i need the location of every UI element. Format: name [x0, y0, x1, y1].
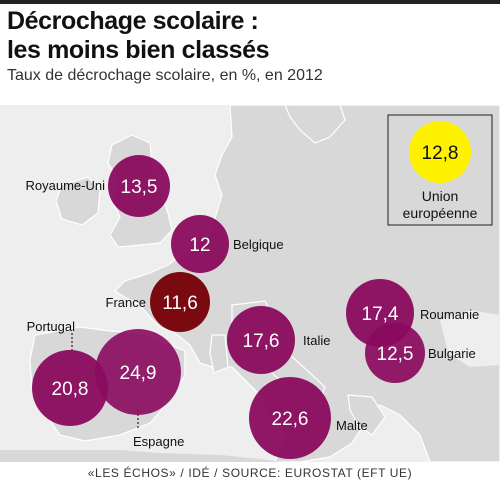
label-bulgarie: Bulgarie: [428, 346, 476, 361]
label-italie: Italie: [303, 333, 330, 348]
label-roumanie: Roumanie: [420, 307, 479, 322]
value-royaume-uni: 13,5: [121, 177, 158, 198]
label-portugal: Portugal: [27, 319, 76, 334]
label-malte: Malte: [336, 418, 368, 433]
label-espagne: Espagne: [133, 434, 184, 449]
map: 12,8 Union européenne 13,5 Royaume-Uni 1…: [0, 104, 500, 463]
subtitle: Taux de décrochage scolaire, en %, en 20…: [7, 67, 323, 84]
page-title: Décrochage scolaire : les moins bien cla…: [7, 7, 270, 65]
footer-source: SOURCE: EUROSTAT (EFT UE): [222, 466, 413, 480]
footer-publication: «LES ÉCHOS»: [87, 466, 177, 480]
bubble-italie: 17,6: [227, 306, 295, 374]
bubble-portugal: 20,8: [32, 350, 108, 426]
value-portugal: 20,8: [52, 379, 89, 400]
value-roumanie: 17,4: [362, 304, 399, 325]
title-line-2: les moins bien classés: [7, 36, 270, 64]
footer-author: IDÉ: [188, 466, 211, 480]
value-malte: 22,6: [272, 409, 309, 430]
source-footer: «LES ÉCHOS» / IDÉ / SOURCE: EUROSTAT (EFT UE…: [87, 466, 413, 480]
label-france: France: [106, 295, 146, 310]
sardinia-land: [209, 334, 229, 374]
value-belgique: 12: [189, 235, 210, 256]
title-line-1: Décrochage scolaire :: [7, 7, 259, 35]
bubble-belgique: 12: [171, 215, 229, 273]
top-rule: [0, 0, 500, 4]
eu-label-line-1: Union: [422, 188, 459, 204]
greece-land: [347, 394, 386, 436]
black-sea: [440, 310, 500, 367]
north-africa-land: [0, 450, 280, 462]
value-italie: 17,6: [243, 331, 280, 352]
value-espagne: 24,9: [120, 363, 157, 384]
bubble-royaume-uni: 13,5: [108, 155, 170, 217]
bubble-france: 11,6: [150, 272, 210, 332]
ireland-land: [55, 176, 101, 226]
europe-map-svg: 12,8 Union européenne 13,5 Royaume-Uni 1…: [0, 104, 500, 463]
label-royaume-uni: Royaume-Uni: [26, 178, 106, 193]
eu-box: [387, 114, 493, 226]
scandinavia-land: [284, 104, 346, 144]
value-bulgarie: 12,5: [377, 344, 414, 365]
label-belgique: Belgique: [233, 237, 284, 252]
bubble-bulgarie: 12,5: [365, 323, 425, 383]
bubble-espagne: 24,9: [95, 329, 181, 415]
eu-bubble: [409, 121, 471, 183]
value-france: 11,6: [162, 293, 198, 314]
eu-value: 12,8: [422, 143, 459, 164]
bubble-malte: 22,6: [249, 377, 331, 459]
eu-label-line-2: européenne: [403, 205, 478, 221]
